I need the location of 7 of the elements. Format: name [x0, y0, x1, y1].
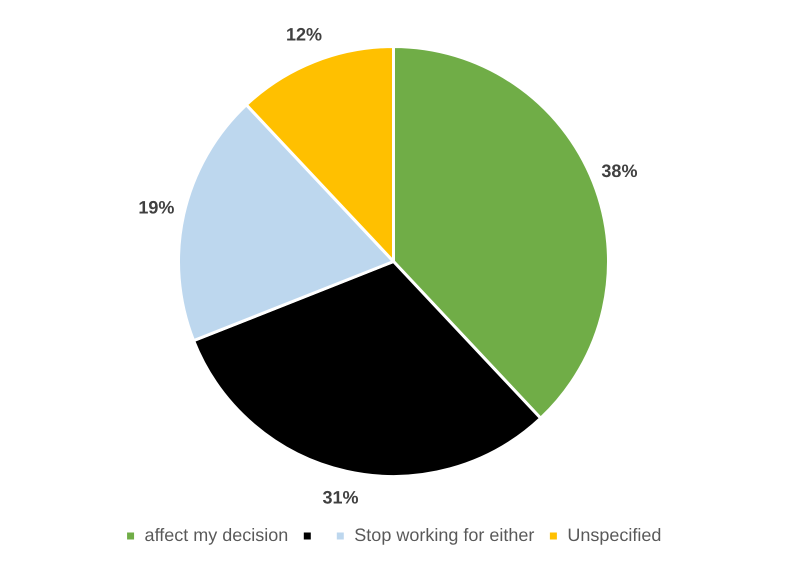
- data-label: 12%: [286, 24, 322, 45]
- legend-label: affect my decision: [144, 524, 288, 545]
- legend-label: Stop working for either: [354, 524, 534, 545]
- data-label: 38%: [601, 161, 638, 182]
- data-label: 19%: [138, 197, 174, 218]
- legend-label: Unspecified: [567, 524, 662, 545]
- data-label: 31%: [322, 488, 359, 508]
